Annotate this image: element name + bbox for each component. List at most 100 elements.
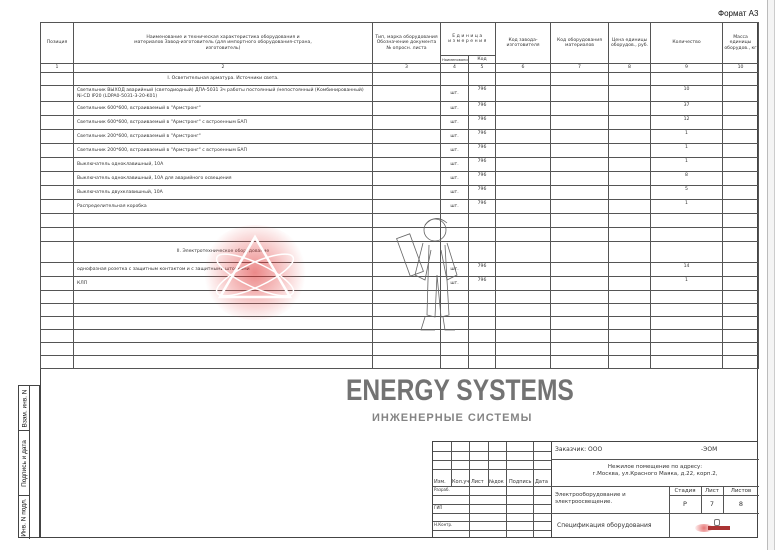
signature-date-label: Подпись и дата [21,440,29,487]
cell-name: Выключатель двухклавишный, 10А [73,185,373,200]
stage-label: Стадия [674,488,696,494]
col-ndok: №док [489,479,504,485]
cell-name: I. Осветительная арматура. Источники све… [73,72,373,86]
cell-unit: шт. [440,185,469,200]
cell-qty: 1 [650,143,724,158]
cell-qty: 1 [650,129,724,144]
cell [550,129,610,144]
cell-name: Выключатель одноклавишный, 10А [73,157,373,172]
company-logo-icon [695,518,735,536]
table-row: Светильник 200*600, встраиваемый в "Армс… [40,143,760,158]
empty-row [40,355,760,369]
cell-qty: 1 [650,199,724,214]
table-row: Светильник 200*600, встраиваемый в "Армс… [40,129,760,144]
cell [495,143,552,158]
cell [550,143,610,158]
table-row: Выключатель двухклавишный, 10А шт. 796 5 [40,185,760,200]
address-line-2: г.Москва, ул.Красного Маяка, д.22, корп.… [592,471,718,477]
cell [722,213,760,228]
stage-value: Р [683,500,687,508]
engineer-figure-icon [396,218,458,331]
cell [40,262,74,277]
cell [550,199,610,214]
cell [495,115,552,130]
cell [550,276,610,291]
col-date: Дата [535,479,548,485]
column-number: 2 [73,63,373,73]
header-unit-name: Наименование [440,55,469,64]
cell [550,185,610,200]
cell [495,290,552,304]
cell [608,115,652,130]
col-izm: Изм. [434,479,446,485]
cell [608,303,652,317]
empty-row [40,213,760,228]
cell-qty: 37 [650,101,724,116]
cell-name: Выключатель одноклавишный, 10А для авари… [73,171,373,186]
sheet-value: 7 [709,500,715,508]
cell [495,276,552,291]
table-row: Выключатель одноклавишный, 10А для авари… [40,171,760,186]
cell-unit [440,72,469,86]
atom-star-icon [215,234,295,299]
specification-table: Позиция Наименование и техническая харак… [40,22,760,369]
col-kol-uch: Кол.уч [452,479,470,485]
cell [608,316,652,330]
cell [550,115,610,130]
cell [40,85,74,102]
cell [495,342,552,356]
column-number: 7 [550,63,610,73]
cell [372,143,441,158]
cell [608,213,652,228]
project-code: -ЭОМ [701,446,718,453]
cell [608,355,652,369]
sheet-label: Лист [705,488,719,494]
cell-qty [650,213,724,228]
cell [40,72,74,86]
header-name: Наименование и техническая характеристик… [73,22,373,64]
cell [495,199,552,214]
cell [722,329,760,343]
col-list: Лист [471,479,484,485]
cell [550,157,610,172]
cell [550,303,610,317]
cell [372,355,441,369]
cell-name: Светильник ВЫХОД аварийный (светодиодный… [73,85,373,102]
cell [608,329,652,343]
cell [495,157,552,172]
cell [495,213,552,228]
cell-code: 796 [467,115,497,130]
cell [550,290,610,304]
cell [608,276,652,291]
column-number: 1 [40,63,74,73]
header-equip-code: Код оборудования материалов [550,22,610,64]
cell [372,157,441,172]
cell [608,101,652,116]
watermark-tagline: ИНЖЕНЕРНЫЕ СИСТЕМЫ [372,412,533,424]
cell-qty [650,329,724,343]
cell [40,329,74,343]
cell [722,262,760,277]
cell [550,227,610,242]
cell-code: 796 [467,85,497,102]
cell-name: Распределительная коробка [73,199,373,214]
column-number: 9 [650,63,724,73]
cell-qty [650,227,724,242]
cell [722,199,760,214]
cell-unit: шт. [440,115,469,130]
cell-qty: 1 [650,276,724,291]
vertical-scrollbar[interactable] [767,0,775,550]
col-signature: Подпись [509,479,532,485]
title-block: Изм. Кол.уч Лист №док Подпись Дата Разра… [432,441,759,538]
cell-qty [650,342,724,356]
cell [372,185,441,200]
cell [722,342,760,356]
cell [550,262,610,277]
cell [722,143,760,158]
cell [40,276,74,291]
cell [722,85,760,102]
cell [40,342,74,356]
cell [608,143,652,158]
cell [608,290,652,304]
cell [40,213,74,228]
